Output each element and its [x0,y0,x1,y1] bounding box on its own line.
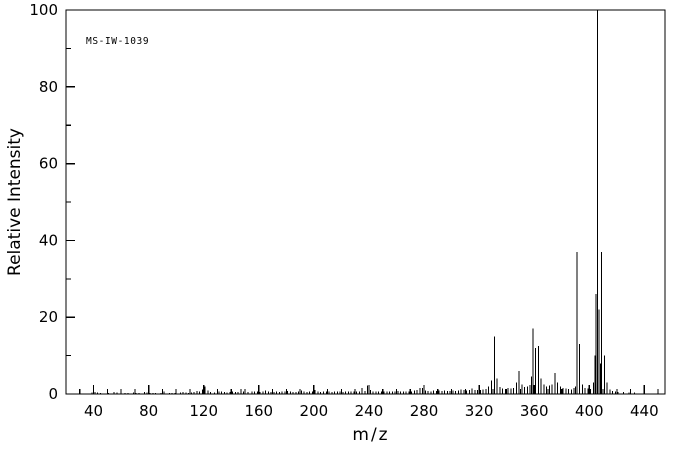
plot-frame [65,9,666,395]
y-tick-label: 80 [39,78,58,96]
y-tick-label: 60 [39,155,58,173]
y-tick-label: 0 [48,385,58,403]
x-tick-label: 320 [465,402,494,420]
x-axis-tick-labels: 40 80 120 160 200 240 280 320 360 400 440 [84,402,659,420]
y-axis-title: Relative Intensity [5,128,25,276]
x-tick-label: 360 [520,402,549,420]
plot-border [65,9,666,395]
x-tick-label: 280 [410,402,439,420]
y-axis-tick-labels: 0 20 40 60 80 100 [29,1,58,403]
x-tick-label: 80 [139,402,158,420]
sample-label: MS-IW-1039 [86,36,149,47]
y-tick-label: 40 [39,231,58,249]
x-tick-label: 200 [300,402,329,420]
x-axis-title: m/z [352,425,389,445]
x-tick-label: 40 [84,402,103,420]
spectrum-peaks [66,10,665,395]
y-tick-label: 100 [29,1,58,19]
x-tick-label: 240 [355,402,384,420]
x-tick-label: 120 [189,402,218,420]
x-tick-label: 440 [630,402,659,420]
x-tick-label: 160 [244,402,273,420]
y-tick-label: 20 [39,308,58,326]
x-tick-label: 400 [575,402,604,420]
y-axis-ticks [66,9,75,395]
